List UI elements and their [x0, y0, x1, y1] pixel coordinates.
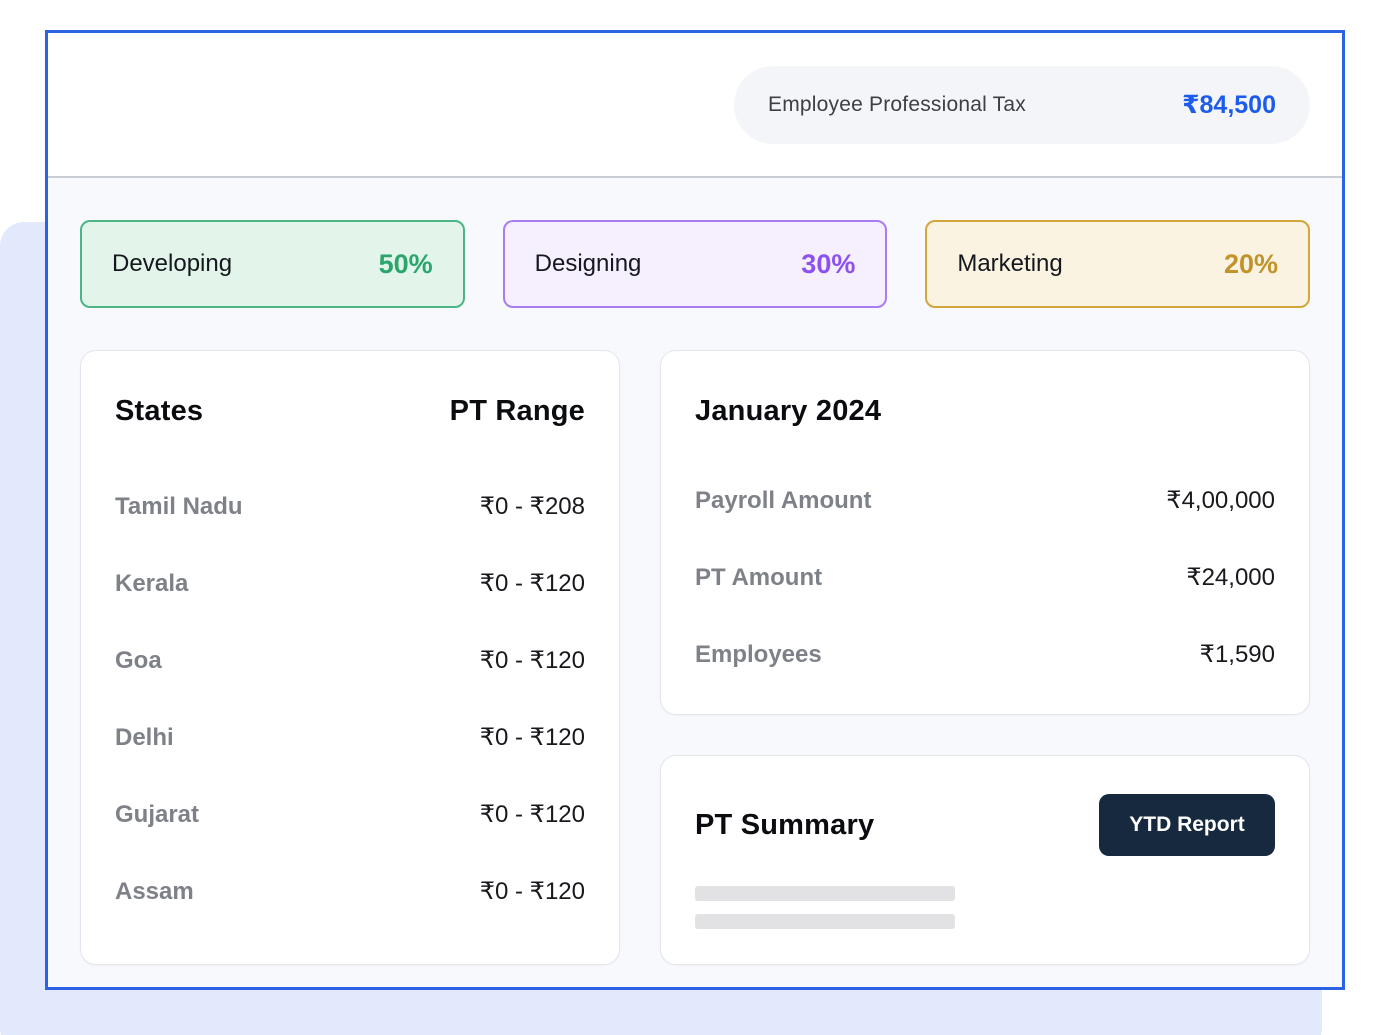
frame-header: Employee Professional Tax ₹84,500	[48, 33, 1342, 176]
frame-body: Developing 50% Designing 30% Marketing 2…	[48, 176, 1342, 987]
state-name: Gujarat	[115, 801, 200, 828]
badges-row: Developing 50% Designing 30% Marketing 2…	[80, 220, 1311, 308]
right-column: January 2024 Payroll Amount ₹4,00,000 PT…	[660, 350, 1310, 965]
state-name: Kerala	[115, 570, 189, 597]
table-row: Assam ₹0 - ₹120	[115, 877, 585, 906]
table-row: Tamil Nadu ₹0 - ₹208	[115, 492, 585, 521]
badge-marketing: Marketing 20%	[925, 220, 1311, 308]
pt-range-value: ₹0 - ₹120	[479, 647, 585, 674]
badge-label: Designing	[534, 250, 642, 277]
pt-range-value: ₹0 - ₹120	[479, 878, 585, 905]
summary-placeholder-bar	[695, 886, 955, 901]
badge-value: 20%	[1223, 248, 1279, 279]
badge-designing: Designing 30%	[502, 220, 888, 308]
table-row: Goa ₹0 - ₹120	[115, 646, 585, 675]
badge-value: 50%	[378, 248, 433, 279]
state-name: Delhi	[115, 724, 174, 751]
pt-amount-label: PT Amount	[695, 564, 823, 591]
pt-summary-card: PT Summary YTD Report	[660, 755, 1310, 965]
month-summary-card: January 2024 Payroll Amount ₹4,00,000 PT…	[660, 350, 1310, 715]
pt-range-value: ₹0 - ₹120	[479, 570, 585, 597]
badge-label: Developing	[112, 250, 233, 277]
state-name: Goa	[115, 647, 162, 674]
pt-range-column-header: PT Range	[449, 395, 585, 427]
tax-pill-label: Employee Professional Tax	[768, 92, 1026, 116]
list-item: Employees ₹1,590	[695, 640, 1275, 669]
pt-range-value: ₹0 - ₹208	[479, 493, 585, 520]
state-name: Tamil Nadu	[115, 493, 243, 520]
employees-value: ₹1,590	[1199, 641, 1275, 668]
states-table-header: States PT Range	[115, 395, 585, 428]
payroll-amount-value: ₹4,00,000	[1166, 487, 1275, 514]
pt-summary-title: PT Summary	[695, 808, 875, 841]
table-row: Kerala ₹0 - ₹120	[115, 569, 585, 598]
table-row: Delhi ₹0 - ₹120	[115, 723, 585, 752]
month-card-title: January 2024	[695, 395, 882, 427]
dashboard-frame: Employee Professional Tax ₹84,500 Develo…	[45, 30, 1345, 990]
table-row: Gujarat ₹0 - ₹120	[115, 800, 585, 829]
employee-professional-tax-pill: Employee Professional Tax ₹84,500	[734, 65, 1310, 144]
ytd-report-button[interactable]: YTD Report	[1099, 794, 1275, 856]
badge-developing: Developing 50%	[80, 220, 465, 308]
tax-pill-value: ₹84,500	[1182, 90, 1276, 119]
payroll-amount-label: Payroll Amount	[695, 487, 872, 514]
pt-range-value: ₹0 - ₹120	[479, 724, 585, 751]
state-name: Assam	[115, 878, 194, 905]
list-item: Payroll Amount ₹4,00,000	[695, 486, 1275, 515]
pt-summary-header: PT Summary YTD Report	[695, 794, 1275, 856]
badge-label: Marketing	[957, 250, 1063, 277]
summary-placeholder-bar	[695, 914, 955, 929]
states-pt-range-card: States PT Range Tamil Nadu ₹0 - ₹208 Ker…	[80, 350, 620, 965]
pt-range-value: ₹0 - ₹120	[479, 801, 585, 828]
employees-label: Employees	[695, 641, 822, 668]
states-column-header: States	[115, 395, 204, 427]
badge-value: 30%	[801, 248, 856, 279]
list-item: PT Amount ₹24,000	[695, 563, 1275, 592]
pt-amount-value: ₹24,000	[1186, 564, 1275, 591]
content-columns: States PT Range Tamil Nadu ₹0 - ₹208 Ker…	[80, 350, 1310, 965]
